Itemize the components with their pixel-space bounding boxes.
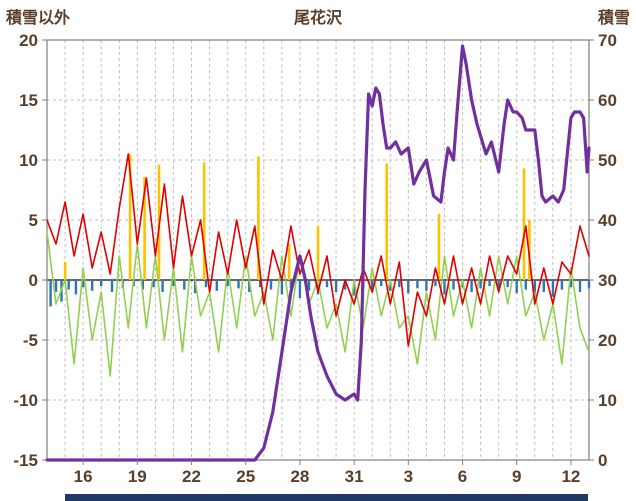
x-tick-label: 28 [290, 467, 309, 486]
chart-title: 尾花沢 [294, 8, 343, 27]
red-line [46, 153, 590, 347]
x-tick-label: 12 [561, 467, 580, 486]
x-tick-label: 22 [182, 467, 201, 486]
left-axis-title: 積雪以外 [5, 8, 70, 27]
right-tick-label: 60 [598, 91, 617, 110]
left-tick-label: 0 [29, 271, 38, 290]
left-tick-label: -5 [23, 331, 38, 350]
right-tick-label: 40 [598, 211, 617, 230]
right-tick-label: 0 [598, 451, 607, 470]
left-tick-label: 15 [19, 91, 38, 110]
right-tick-label: 70 [598, 31, 617, 50]
right-tick-label: 50 [598, 151, 617, 170]
x-tick-label: 25 [236, 467, 255, 486]
bottom-panel-edge [65, 494, 588, 501]
plot-border [46, 39, 590, 461]
blue-bars [49, 280, 591, 307]
right-tick-label: 20 [598, 331, 617, 350]
snow-depth-line [45, 44, 591, 462]
left-tick-label: -15 [13, 451, 38, 470]
x-tick-label: 9 [512, 467, 521, 486]
left-tick-label: 10 [19, 151, 38, 170]
left-tick-label: 5 [29, 211, 38, 230]
right-axis-title: 積雪 [597, 8, 630, 27]
x-tick-label: 19 [128, 467, 147, 486]
left-tick-label: -10 [13, 391, 38, 410]
tick-labels: 16 19 22 25 28 31 3 6 9 1220151050-5-10-157060504… [13, 31, 617, 486]
x-tick-label: 3 [404, 467, 413, 486]
right-tick-label: 10 [598, 391, 617, 410]
x-tick-label: 16 [74, 467, 93, 486]
x-tick-label: 31 [345, 467, 364, 486]
left-tick-label: 20 [19, 31, 38, 50]
gridlines [47, 40, 589, 460]
orange-bars [63, 154, 531, 280]
x-tick-label: 6 [458, 467, 467, 486]
tick-marks [42, 39, 594, 465]
right-tick-label: 30 [598, 271, 617, 290]
